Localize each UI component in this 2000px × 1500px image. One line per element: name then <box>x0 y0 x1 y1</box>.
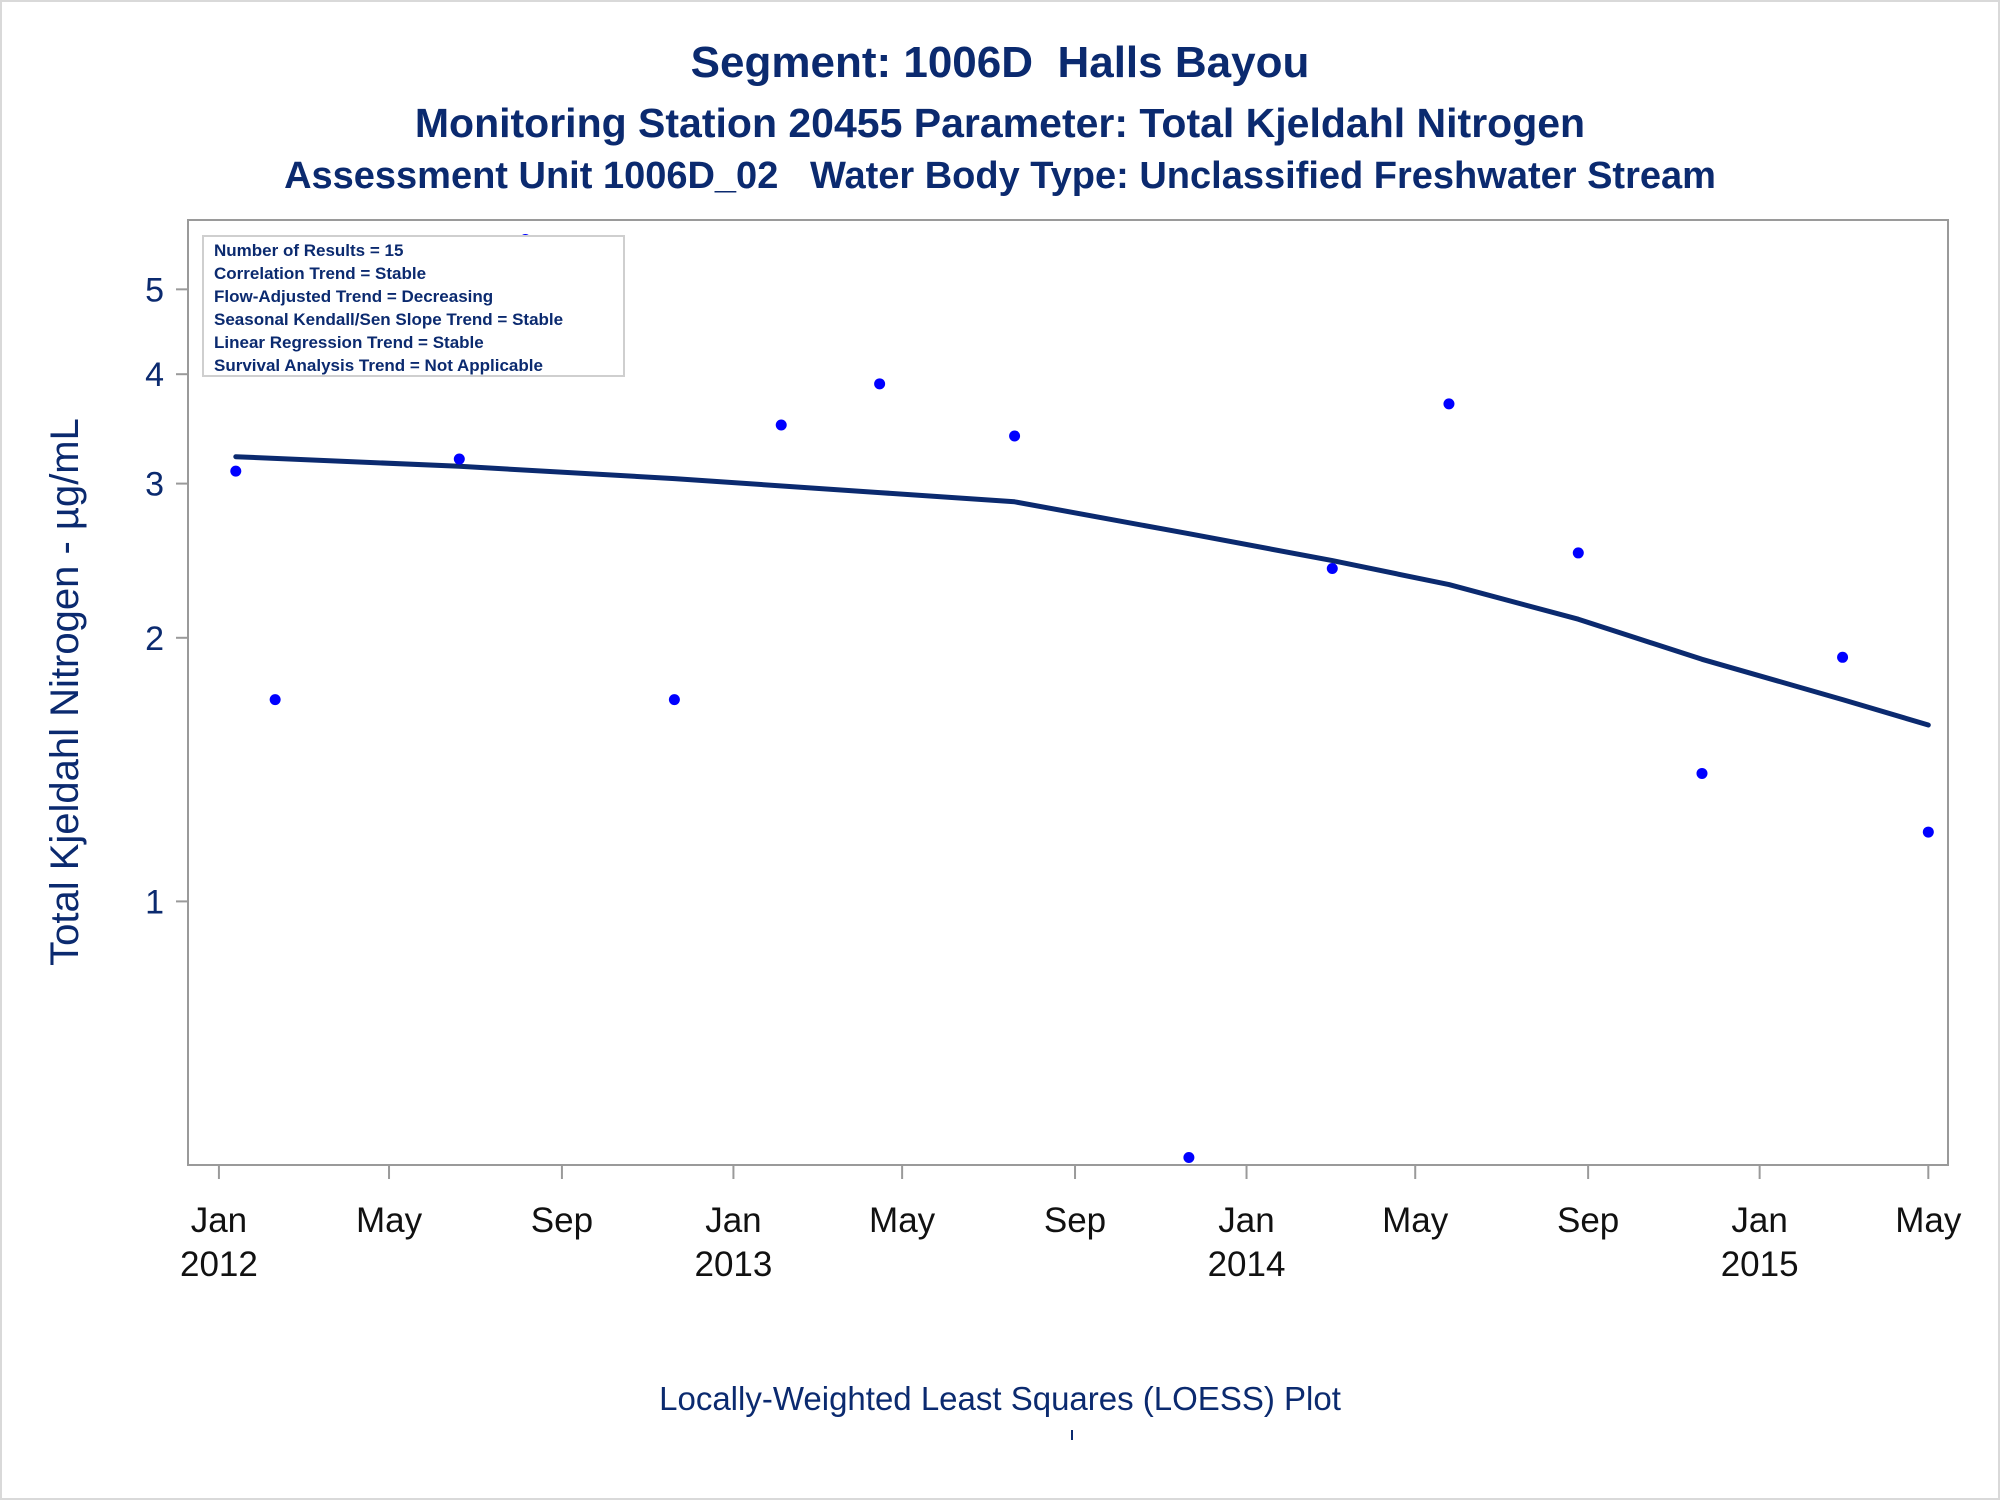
y-tick-label: 3 <box>145 466 164 504</box>
trend-summary-line: Seasonal Kendall/Sen Slope Trend = Stabl… <box>214 310 563 329</box>
y-tick-label: 4 <box>145 356 164 394</box>
loess-curve-group <box>233 454 1931 728</box>
trend-summary-line: Linear Regression Trend = Stable <box>214 333 484 352</box>
trend-summary-border <box>202 235 625 377</box>
data-point <box>269 694 281 706</box>
chart-caption: Locally-Weighted Least Squares (LOESS) P… <box>659 1380 1341 1417</box>
chart-subtitle: Monitoring Station 20455 Parameter: Tota… <box>414 100 1586 146</box>
x-axis-ticks: Jan 2012 May Sep Jan 2013 May Sep Jan 2014 May Sep J… <box>180 1165 1962 1284</box>
x-tick-label-month: Jan <box>1218 1201 1274 1240</box>
y-axis-ticks: 1 2 3 4 5 <box>145 271 188 921</box>
data-point <box>453 453 465 465</box>
loess-curve <box>233 454 1931 728</box>
data-point <box>1009 430 1021 442</box>
x-tick-label-month: Sep <box>531 1201 593 1240</box>
x-tick-label-year: 2014 <box>1208 1245 1286 1284</box>
trend-summary-line: Survival Analysis Trend = Not Applicable <box>214 356 543 375</box>
x-tick-label-year: 2015 <box>1721 1245 1799 1284</box>
y-tick-label: 5 <box>145 271 164 309</box>
data-points-group <box>230 234 1934 1163</box>
data-point <box>1572 547 1584 559</box>
trend-summary-box: Number of Results = 15 Correlation Trend … <box>202 235 625 377</box>
y-tick-label: 1 <box>145 883 164 921</box>
footnote-mark <box>1071 1430 1073 1440</box>
y-tick-label: 2 <box>145 620 164 658</box>
x-tick-label-year: 2013 <box>694 1245 772 1284</box>
trend-summary-line: Flow-Adjusted Trend = Decreasing <box>214 287 493 306</box>
data-point <box>1443 398 1455 410</box>
data-point <box>1837 651 1849 663</box>
x-tick-label-month: May <box>869 1201 936 1240</box>
x-tick-label-month: May <box>1382 1201 1449 1240</box>
data-point <box>874 378 886 390</box>
x-tick-label-month: Jan <box>191 1201 247 1240</box>
x-tick-label-month: May <box>1895 1201 1962 1240</box>
trend-summary-line: Number of Results = 15 <box>214 241 403 260</box>
trend-summary-line: Correlation Trend = Stable <box>214 264 426 283</box>
data-point <box>1696 767 1708 779</box>
data-point <box>1183 1151 1195 1163</box>
x-tick-label-month: Jan <box>705 1201 761 1240</box>
chart-title: Segment: 1006D Halls Bayou <box>690 38 1310 87</box>
x-tick-label-month: Sep <box>1557 1201 1619 1240</box>
data-point <box>1922 826 1934 838</box>
data-point <box>775 419 787 431</box>
data-point <box>230 465 242 477</box>
data-point <box>1326 562 1338 574</box>
x-tick-label-month: May <box>356 1201 423 1240</box>
x-tick-label-year: 2012 <box>180 1245 258 1284</box>
y-axis-label: Total Kjeldahl Nitrogen - µg/mL <box>43 418 87 966</box>
chart-subtitle-2: Assessment Unit 1006D_02 Water Body Type… <box>284 155 1716 197</box>
x-tick-label-month: Jan <box>1731 1201 1787 1240</box>
x-tick-label-month: Sep <box>1044 1201 1106 1240</box>
data-point <box>668 694 680 706</box>
